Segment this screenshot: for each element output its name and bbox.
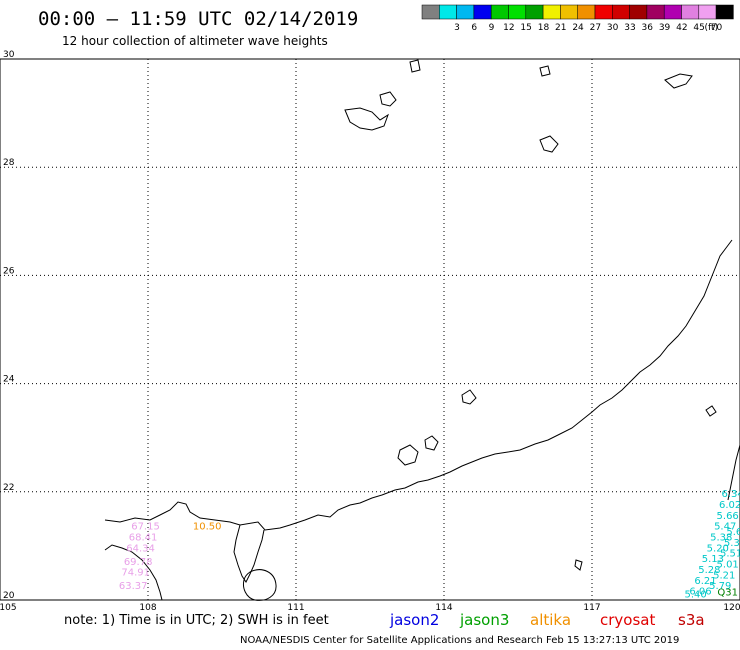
legend-swatch [508, 4, 527, 20]
legend-swatch [646, 4, 665, 20]
legend-label: 36 [642, 23, 654, 33]
coastline-islands-pearl [397, 435, 439, 466]
legend-label: 27 [590, 23, 601, 33]
legend-swatch [715, 4, 734, 20]
legend-label: 18 [538, 23, 550, 33]
wave-height-value: 5.28 [698, 565, 720, 576]
coastline-mainland [104, 239, 733, 531]
legend-swatch [473, 4, 492, 20]
graticule [0, 58, 740, 601]
legend-swatch [542, 4, 561, 20]
footer-credit: NOAA/NESDIS Center for Satellite Applica… [240, 635, 679, 646]
wave-height-value: 69.78 [124, 557, 153, 568]
wave-height-value: 5.01 [717, 560, 739, 571]
lat-tick-label: 24 [3, 375, 15, 385]
legend-swatch [421, 4, 440, 20]
satellite-name: jason2 [389, 611, 439, 629]
lat-tick-label: 20 [3, 591, 15, 601]
lon-tick-label: 108 [139, 603, 156, 613]
legend-label: 33 [624, 23, 635, 33]
wave-height-value: Q31 [717, 588, 738, 599]
lat-tick-label: 26 [3, 266, 15, 276]
legend-label: 70 [711, 23, 723, 33]
legend-swatch [698, 4, 717, 20]
wave-height-value: 5.79 [709, 581, 731, 592]
wave-height-value: 67.15 [131, 522, 160, 533]
legend-label: 6 [471, 23, 477, 33]
wave-height-value: 74.91 [121, 568, 150, 579]
color-legend: 3 6 9 12 15 18 21 24 27 30 33 36 39 42 45 70(ft) [421, 4, 734, 33]
legend-label: 42 [676, 23, 687, 33]
legend-swatch [594, 4, 613, 20]
coastline-taiwan [727, 444, 740, 501]
wave-height-value: 5.61 [726, 527, 740, 538]
plot-frame [0, 58, 740, 601]
latitude-labels: 30 28 26 24 22 20 [3, 50, 15, 601]
coastline-lakes [409, 59, 583, 571]
wave-height-value: 6.34 [721, 489, 740, 500]
lon-tick-label: 114 [435, 603, 452, 613]
wave-height-value: 5.13 [702, 554, 724, 565]
wave-height-value: 5.20 [707, 543, 729, 554]
lon-tick-label: 120 [723, 603, 740, 613]
wave-height-value: 5.38 [710, 532, 732, 543]
lat-tick-label: 28 [3, 158, 15, 168]
wave-height-value: 5.21 [713, 570, 735, 581]
satellite-name: altika [530, 611, 571, 629]
legend-label: 21 [555, 23, 566, 33]
legend-label: 12 [503, 23, 514, 33]
legend-label: 45 [693, 23, 704, 33]
legend-label: 9 [489, 23, 495, 33]
wave-height-value: 6.02 [719, 500, 740, 511]
legend-swatch [490, 4, 509, 20]
coastline-vietnam [104, 544, 163, 601]
lon-tick-label: 111 [287, 603, 304, 613]
wave-height-value: 10.50 [193, 522, 222, 533]
map-subtitle: 12 hour collection of altimeter wave hei… [62, 34, 328, 48]
legend-swatch [560, 4, 578, 20]
legend-swatch [663, 4, 682, 20]
legend-label: 3 [454, 23, 460, 33]
wave-height-value: 5.37 [724, 538, 740, 549]
legend-swatch [577, 4, 596, 20]
wave-height-value: 5.51 [720, 549, 740, 560]
legend-swatch [525, 4, 544, 20]
footer-note: note: 1) Time is in UTC; 2) SWH is in fe… [64, 613, 329, 628]
coastline-leizhou [233, 524, 265, 583]
legend-swatch [456, 4, 475, 20]
wave-height-value: 64.34 [126, 543, 155, 554]
satellite-name: cryosat [600, 611, 655, 629]
lon-tick-label: 117 [583, 603, 600, 613]
map-title: 00:00 – 11:59 UTC 02/14/2019 [38, 8, 358, 30]
satellite-name: s3a [678, 611, 705, 629]
altimeter-tracks: 67.1568.4164.3469.7874.9163.3710.506.346… [119, 489, 740, 600]
legend-unit: (ft) [705, 23, 719, 33]
legend-swatch [612, 4, 630, 20]
legend-label: 39 [659, 23, 671, 33]
lat-tick-label: 22 [3, 483, 14, 493]
legend-swatch [439, 4, 457, 20]
legend-swatch [629, 4, 648, 20]
lon-tick-label: 105 [0, 603, 17, 613]
wave-height-value: 5.47 [714, 522, 736, 533]
coastline-islands-north [344, 73, 693, 153]
lat-tick-label: 30 [3, 50, 15, 60]
coastline-island-penghu [461, 389, 717, 417]
legend-label: 24 [572, 23, 584, 33]
coastline-hainan [243, 569, 277, 601]
legend-label: 30 [607, 23, 619, 33]
wave-height-value: 5.40 [684, 589, 706, 600]
legend-swatch [681, 4, 700, 20]
coastlines [104, 59, 740, 601]
wave-height-value: 68.41 [129, 532, 158, 543]
longitude-labels: 105 108 111 114 117 120 [0, 603, 740, 613]
wave-height-value: 6.21 [694, 576, 716, 587]
satellite-legend: jason2 jason3 altika cryosat s3a [389, 611, 705, 629]
legend-label: 15 [520, 23, 531, 33]
wave-height-value: 5.66 [717, 511, 739, 522]
wave-height-value: 6.06 [689, 587, 711, 598]
wave-height-value: 63.37 [119, 581, 148, 592]
satellite-name: jason3 [459, 611, 509, 629]
